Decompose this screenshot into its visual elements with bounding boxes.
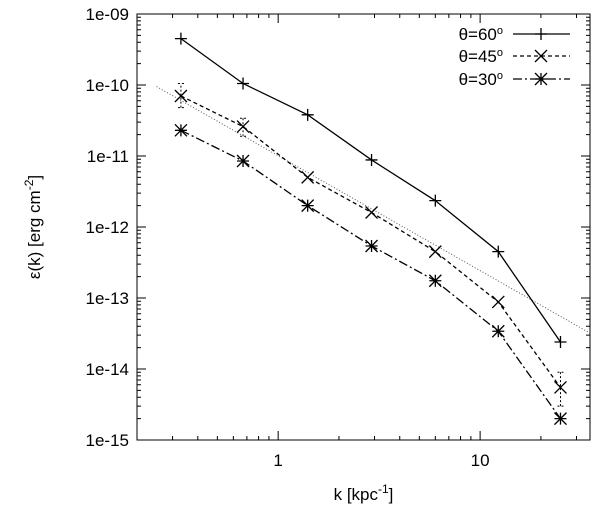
axis-ticks: [136, 13, 590, 441]
y-tick-label: 1e-11: [87, 147, 129, 166]
data-point-theta-60: [492, 245, 505, 258]
legend-label-theta-30: θ=30o: [459, 70, 503, 89]
error-bars: [177, 82, 564, 407]
series-line-theta-30: [180, 129, 562, 420]
y-tick-label: 1e-12: [86, 218, 129, 237]
data-point-theta-30: [365, 239, 379, 253]
data-point-theta-30: [491, 324, 505, 338]
legend: θ=60o θ=45o θ=30o: [459, 25, 570, 89]
legend-label-theta-45: θ=45o: [459, 47, 503, 66]
series-lines: [180, 38, 562, 420]
x-tick-label: 1: [273, 451, 282, 470]
legend-samples: [513, 28, 570, 86]
legend-marker-theta-45: [534, 49, 548, 63]
data-point-theta-60: [429, 194, 442, 207]
y-tick-label: 1e-13: [86, 289, 129, 308]
data-point-theta-45: [428, 245, 442, 259]
y-tick-label: 1e-14: [86, 360, 129, 379]
x-axis-label: k [kpc-1]: [334, 482, 394, 504]
data-point-theta-45: [301, 170, 315, 184]
legend-marker-theta-30: [534, 72, 548, 86]
data-point-theta-45: [365, 206, 379, 219]
error-bar-theta-45: [557, 371, 564, 407]
y-tick-label: 1e-15: [86, 431, 129, 450]
x-tick-label: 10: [471, 451, 490, 470]
data-point-theta-45: [236, 120, 250, 133]
legend-label-theta-60: θ=60o: [459, 25, 503, 44]
data-point-theta-30: [301, 199, 315, 213]
data-point-theta-45: [491, 295, 505, 309]
data-point-theta-60: [554, 336, 567, 349]
y-tick-label: 1e-09: [86, 5, 129, 24]
series-line-theta-45: [180, 95, 562, 388]
data-point-theta-60: [237, 77, 250, 90]
legend-marker-theta-60: [535, 28, 547, 40]
data-point-theta-30: [554, 412, 567, 426]
data-markers: [174, 32, 567, 426]
tick-labels: 1e-09 1e-10 1e-11 1e-12 1e-13 1e-14 1e-15 1 10: [86, 5, 490, 470]
data-point-theta-60: [365, 153, 378, 166]
y-tick-label: 1e-10: [86, 76, 129, 95]
plot-frame: [136, 13, 591, 441]
data-point-theta-45: [554, 380, 567, 394]
data-point-theta-30: [174, 123, 188, 137]
y-axis-label: ε(k) [erg cm-2]: [22, 175, 44, 279]
data-point-theta-30: [428, 274, 442, 288]
data-point-theta-30: [236, 154, 250, 168]
data-point-theta-45: [174, 89, 188, 103]
data-point-theta-60: [301, 108, 314, 121]
data-point-theta-60: [174, 32, 187, 45]
